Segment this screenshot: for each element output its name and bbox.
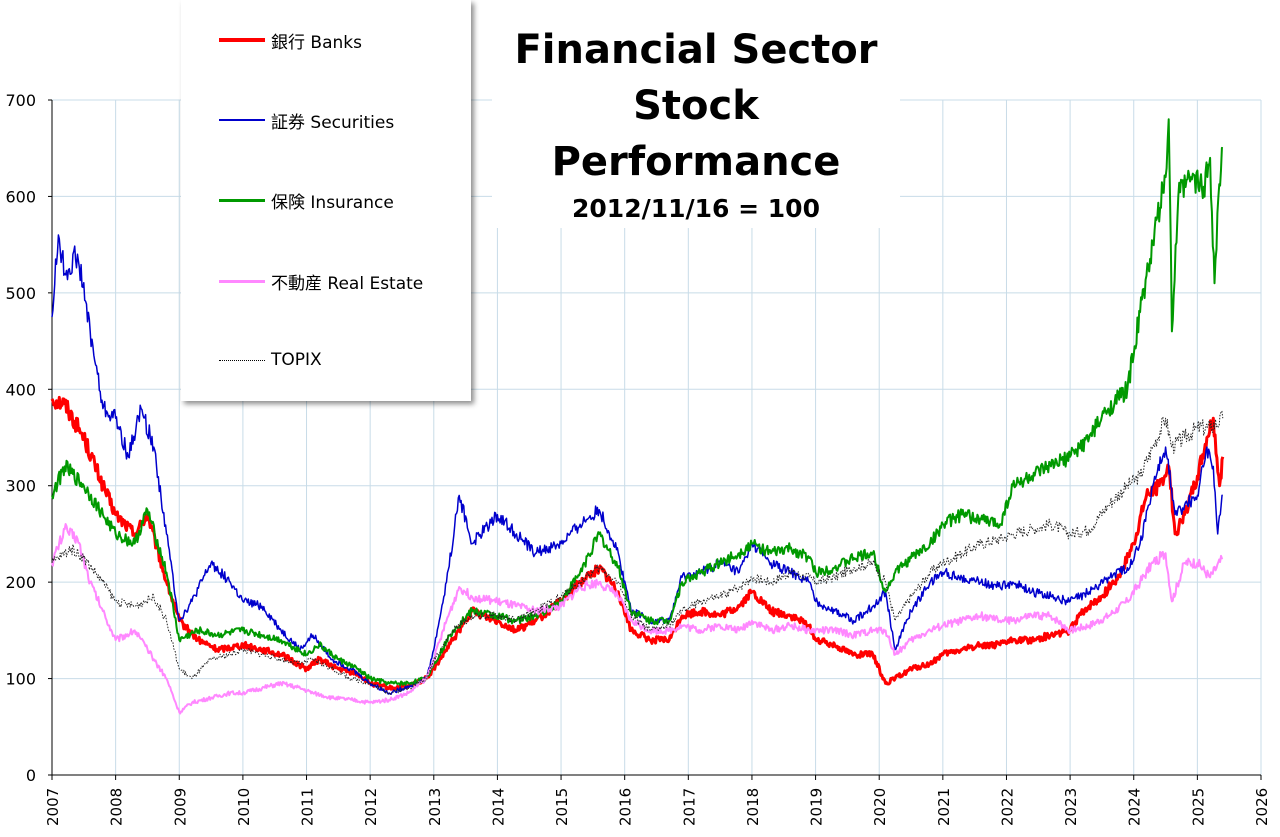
- x-tick-label-2026: 2026: [1253, 788, 1271, 826]
- x-tick-label-2011: 2011: [299, 788, 317, 826]
- y-tick-label-100: 100: [5, 670, 36, 689]
- x-tick-label-2022: 2022: [998, 788, 1016, 826]
- series-line-banks: [50, 395, 1225, 691]
- legend-swatch-insurance: [219, 198, 265, 202]
- axes: [48, 99, 1262, 780]
- y-tick-labels: 0 100 200 300 400 500 600 700: [5, 91, 36, 785]
- legend-swatch-securities: [219, 119, 265, 121]
- y-tick-label-600: 600: [5, 187, 36, 206]
- x-tick-label-2007: 2007: [44, 788, 62, 826]
- legend-item-insurance: 保険 Insurance: [219, 188, 394, 213]
- x-tick-label-2014: 2014: [489, 788, 507, 826]
- legend-label-banks: 銀行 Banks: [271, 32, 362, 53]
- x-tick-label-2023: 2023: [1062, 788, 1080, 826]
- legend-item-real-estate: 不動産 Real Estate: [219, 269, 424, 294]
- x-tick-label-2015: 2015: [553, 788, 571, 826]
- x-tick-labels: 2007 2008 2009 2010 2011 2012 2013 2014 2015 2016…: [44, 788, 1271, 826]
- x-tick-label-2016: 2016: [617, 788, 635, 826]
- x-tick-label-2024: 2024: [1126, 788, 1144, 826]
- chart-title-block: Financial Sector Stock Performance 2012/…: [492, 22, 900, 228]
- x-tick-label-2012: 2012: [362, 788, 380, 826]
- legend-label-topix: TOPIX: [271, 350, 322, 370]
- series-line-securities: [51, 234, 1223, 695]
- legend-item-topix: TOPIX: [219, 348, 322, 372]
- x-tick-label-2021: 2021: [935, 788, 953, 826]
- x-tick-label-2010: 2010: [235, 788, 253, 826]
- legend-label-securities: 証券 Securities: [271, 112, 395, 133]
- legend: 銀行 Banks 証券 Securities 保険 Insurance 不動産 …: [181, 0, 471, 401]
- x-tick-label-2025: 2025: [1189, 788, 1207, 826]
- legend-swatch-topix: [219, 359, 265, 361]
- y-tick-label-200: 200: [5, 573, 36, 592]
- x-tick-label-2013: 2013: [426, 788, 444, 826]
- x-tick-label-2019: 2019: [808, 788, 826, 826]
- series-layer: [50, 118, 1225, 715]
- legend-swatch-banks: [219, 38, 265, 42]
- x-tick-label-2020: 2020: [871, 788, 889, 826]
- x-tick-label-2009: 2009: [171, 788, 189, 826]
- y-tick-label-700: 700: [5, 91, 36, 110]
- y-tick-label-400: 400: [5, 380, 36, 399]
- legend-label-real-estate: 不動産 Real Estate: [271, 273, 424, 294]
- series-line-topix: [51, 410, 1224, 695]
- series-line-insurance: [51, 118, 1224, 687]
- legend-label-insurance: 保険 Insurance: [271, 192, 394, 213]
- x-tick-label-2017: 2017: [680, 788, 698, 826]
- legend-item-securities: 証券 Securities: [219, 108, 395, 133]
- y-tick-label-500: 500: [5, 284, 36, 303]
- chart-title-line-1: Financial Sector: [514, 27, 878, 73]
- y-tick-label-0: 0: [26, 766, 36, 785]
- chart-subtitle: 2012/11/16 = 100: [572, 194, 820, 223]
- x-tick-label-2008: 2008: [108, 788, 126, 826]
- x-tick-label-2018: 2018: [744, 788, 762, 826]
- y-tick-label-300: 300: [5, 477, 36, 496]
- legend-item-banks: 銀行 Banks: [219, 28, 362, 53]
- series-line-real-estate: [51, 523, 1224, 715]
- legend-swatch-real-estate: [219, 279, 265, 283]
- chart-title-line-2: Stock Performance: [551, 83, 841, 185]
